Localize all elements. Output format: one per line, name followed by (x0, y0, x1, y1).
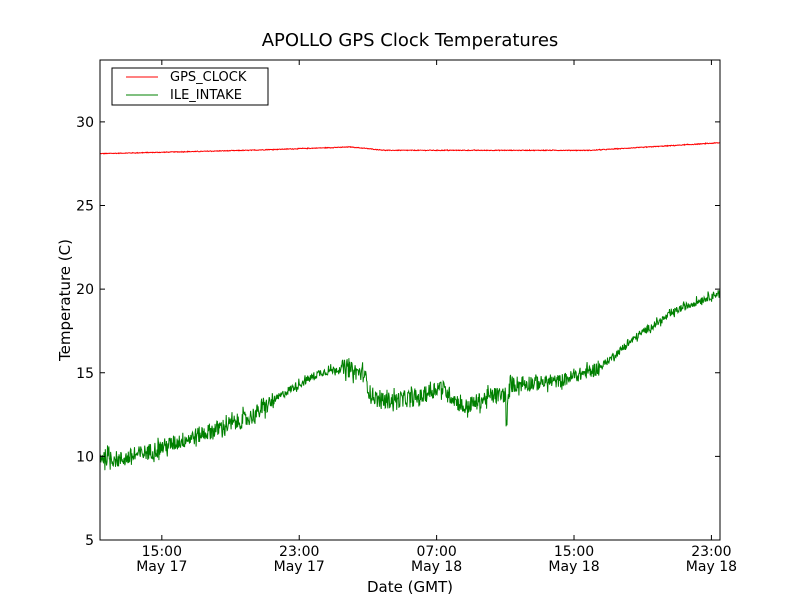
x-tick-sublabel: May 18 (686, 559, 737, 575)
x-tick-label: 23:00 (279, 544, 319, 560)
y-tick-label: 10 (76, 449, 94, 465)
x-axis-label: Date (GMT) (367, 578, 453, 596)
series-line-ile-intake (99, 290, 721, 471)
y-tick-label: 30 (76, 115, 94, 131)
plot-area (99, 141, 721, 471)
legend: GPS_CLOCK ILE_INTAKE (111, 67, 269, 106)
chart-title: APOLLO GPS Clock Temperatures (262, 30, 559, 51)
y-axis-label: Temperature (C) (56, 239, 74, 362)
legend-label-gps-clock: GPS_CLOCK (170, 70, 247, 85)
x-tick-label: 15:00 (142, 544, 182, 560)
x-tick-sublabel: May 18 (548, 559, 599, 575)
y-tick-label: 20 (76, 282, 94, 298)
x-tick-sublabel: May 18 (411, 559, 462, 575)
x-tick-label: 15:00 (554, 544, 594, 560)
x-tick-label: 07:00 (416, 544, 456, 560)
x-tick-sublabel: May 17 (136, 559, 187, 575)
y-tick-label: 15 (76, 366, 94, 382)
legend-box (111, 67, 269, 106)
y-tick-label: 25 (76, 199, 94, 215)
x-tick-label: 23:00 (691, 544, 731, 560)
axes-frame (99, 59, 721, 541)
x-tick-sublabel: May 17 (274, 559, 325, 575)
legend-label-ile-intake: ILE_INTAKE (170, 88, 242, 103)
series-line-gps-clock (100, 141, 720, 155)
y-tick-label: 5 (85, 533, 94, 549)
